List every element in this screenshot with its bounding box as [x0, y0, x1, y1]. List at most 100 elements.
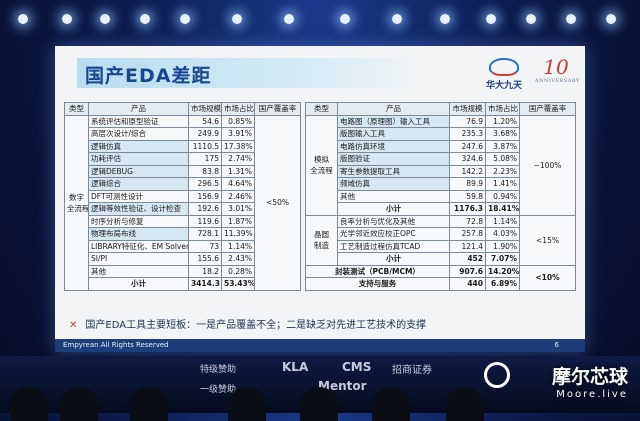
table-row: 数字 全流程 系统评估和原型验证 54.6 0.85% <50% [64, 114, 301, 291]
market-size-cell: 249.9 [188, 127, 222, 141]
audience-head [10, 387, 48, 421]
sponsor-cmb: 招商证券 [392, 365, 432, 376]
coverage-packaging: <10% [519, 264, 576, 291]
product-cell: 逻辑综合 [88, 177, 189, 191]
packaging-label: 封装测试（PCB/MCM） [305, 264, 450, 278]
product-cell: 其他 [337, 189, 450, 203]
market-share-cell: 3.68% [485, 127, 520, 141]
market-size-cell: 121.4 [449, 239, 486, 253]
anniversary-caption: ANNIVERSARY [535, 78, 580, 84]
market-size-cell: 76.9 [449, 114, 486, 128]
table-row: 高层次设计/综合 249.9 3.91% [65, 127, 301, 141]
watermark: 摩尔芯球 Moore.live [552, 362, 628, 400]
footer-copyright: Empyrean All Rights Reserved [63, 341, 169, 349]
market-share-cell: 1.90% [485, 239, 520, 253]
market-size-cell: 156.9 [188, 189, 222, 203]
market-share-cell: 2.74% [221, 152, 255, 166]
audience-head [372, 387, 410, 421]
analog-fab-table: 类型 产品 市场规模 市场占比 国产覆盖率 模拟 全流程 电路图（原理图）输入工具 7… [305, 102, 576, 291]
product-cell: 版图验证 [337, 152, 450, 166]
header-market-size: 市场规模 [449, 102, 486, 116]
empyrean-logo: 华大九天 [479, 58, 529, 92]
stage-light [440, 14, 450, 24]
market-size-cell: 247.6 [449, 139, 486, 153]
market-share-cell: 3.87% [485, 139, 520, 153]
audience-head [60, 387, 98, 421]
market-share-cell: 3.91% [221, 127, 255, 141]
product-cell: 逻辑DEBUG [88, 164, 189, 178]
audience-head [228, 387, 266, 421]
product-cell: 高层次设计/综合 [88, 127, 189, 141]
market-size-cell: 728.1 [188, 227, 222, 241]
stage-light [232, 14, 242, 24]
audience-head [300, 387, 338, 421]
subtotal-label: 小计 [337, 202, 450, 216]
market-share-cell: 1.20% [485, 114, 520, 128]
audience-head [446, 387, 484, 421]
conclusion-line: ✕ 国产EDA工具主要短板：一是产品覆盖不全；二是缺乏对先进工艺技术的支撑 [69, 316, 426, 331]
audience-head [130, 387, 168, 421]
table-header-row: 类型 产品 市场规模 市场占比 国产覆盖率 [305, 102, 576, 116]
market-size-cell: 73 [188, 239, 222, 253]
market-size-cell: 324.6 [449, 152, 486, 166]
subtotal-label: 小计 [88, 277, 189, 291]
stage-light [606, 14, 616, 24]
subtotal-size: 1176.3 [449, 202, 486, 216]
product-cell: 频域仿真 [337, 177, 450, 191]
product-cell: 良率分析与优化及其他 [337, 214, 450, 228]
product-cell: 逻辑等效性验证、设计检查 [88, 202, 189, 216]
market-size-cell: 1110.5 [188, 139, 222, 153]
page-number: 6 [554, 341, 559, 349]
group-label-fab: 晶圆 制造 [305, 214, 338, 266]
market-size-cell: 72.8 [449, 214, 486, 228]
table-header-row: 类型 产品 市场规模 市场占比 国产覆盖率 [64, 102, 301, 116]
market-share-cell: 2.43% [221, 252, 255, 266]
stage-light [100, 14, 110, 24]
conclusion-text: 国产EDA工具主要短板：一是产品覆盖不全；二是缺乏对先进工艺技术的支撑 [85, 320, 427, 331]
empyrean-logo-text: 华大九天 [485, 81, 522, 91]
product-cell: 电路仿真环境 [337, 139, 450, 153]
subtotal-share: 18.41% [485, 202, 520, 216]
table-row: 频域仿真 89.9 1.41% [306, 177, 576, 191]
market-share-cell: 1.14% [221, 239, 255, 253]
product-cell: 光学邻近效应校正OPC [337, 227, 450, 241]
market-size-cell: 18.2 [188, 264, 222, 278]
cross-icon: ✕ [69, 320, 78, 331]
table-row: 版图验证 324.6 5.08% [306, 152, 576, 166]
subtotal-row: 小计 1176.3 18.41% [306, 202, 576, 216]
sponsor-label-tier2: 一级赞助 [200, 385, 237, 395]
market-size-cell: 296.5 [188, 177, 222, 191]
market-size-cell: 192.6 [188, 202, 222, 216]
product-cell: 物理布局布线 [88, 227, 189, 241]
market-share-cell: 1.87% [221, 214, 255, 228]
table-row: 版图输入工具 235.3 3.68% [306, 127, 576, 141]
stage-light [140, 14, 150, 24]
audience-heads [0, 378, 640, 421]
market-size-cell: 89.9 [449, 177, 486, 191]
header-market-share: 市场占比 [485, 102, 520, 116]
header-product: 产品 [337, 102, 450, 116]
header-domestic-coverage: 国产覆盖率 [519, 102, 576, 116]
table-row: 时序分析与修复 119.6 1.87% [65, 214, 301, 228]
market-share-cell: 11.39% [221, 227, 255, 241]
slide-title: 国产EDA差距 [85, 65, 212, 87]
slide-footer: Empyrean All Rights Reserved 6 [55, 339, 585, 352]
header-type: 类型 [305, 102, 338, 116]
market-share-cell: 2.23% [485, 164, 520, 178]
table-row: 晶圆 制造 良率分析与优化及其他 72.8 1.14% <15% [305, 214, 576, 266]
market-share-cell: 0.94% [485, 189, 520, 203]
table-row: 工艺制造过程仿真TCAD 121.4 1.90% [306, 239, 576, 253]
subtotal-share: 7.07% [485, 252, 520, 266]
product-cell: 时序分析与修复 [88, 214, 189, 228]
group-label-analog: 模拟 全流程 [305, 114, 338, 216]
market-size-cell: 59.8 [449, 189, 486, 203]
market-share-cell: 1.31% [221, 164, 255, 178]
sponsor-cms: CMS [342, 360, 372, 374]
stage-light [62, 14, 72, 24]
market-size-cell: 155.6 [188, 252, 222, 266]
support-row: 支持与服务 440 6.89% [305, 277, 576, 291]
stage-light [486, 14, 496, 24]
subtotal-row: 小计 3414.3 53.43% [65, 277, 301, 291]
market-size-cell: 83.8 [188, 164, 222, 178]
empyrean-logo-mark-icon [489, 58, 519, 76]
